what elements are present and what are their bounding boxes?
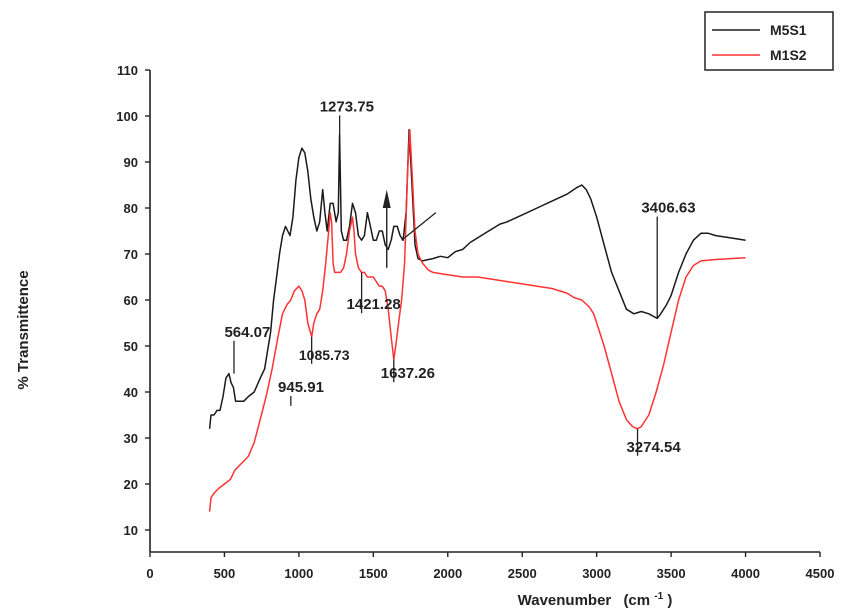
diagonal-pointer: [401, 212, 437, 241]
annotation-label: 1273.75: [320, 98, 374, 115]
x-tick-label: 4500: [806, 566, 835, 581]
annotation-label: 1421.28: [347, 296, 401, 313]
x-tick-label: 2500: [508, 566, 537, 581]
y-tick-label: 10: [124, 523, 138, 538]
legend: M5S1 M1S2: [704, 11, 834, 71]
x-tick-label: 500: [214, 566, 236, 581]
y-tick-label: 110: [117, 63, 138, 78]
y-tick-label: 60: [124, 293, 138, 308]
series-line-m1s2: [208, 129, 746, 512]
x-tick-label: 1500: [359, 566, 388, 581]
y-tick-label: 90: [124, 155, 138, 170]
y-tick-label: 40: [124, 385, 138, 400]
series-line-m5s1: [208, 129, 746, 429]
annotation-label: 1085.73: [299, 347, 350, 363]
annotation-label: 1637.26: [381, 365, 435, 382]
legend-label-m5s1: M5S1: [770, 22, 807, 38]
x-tick-label: 2000: [433, 566, 462, 581]
legend-box: [704, 11, 834, 71]
y-tick-label: 80: [124, 201, 138, 216]
annotation-label: 3406.63: [641, 200, 695, 217]
x-tick-label: 0: [146, 566, 153, 581]
annotation-label: 3274.54: [626, 439, 681, 456]
y-tick-label: 50: [124, 339, 138, 354]
x-axis-title-main: Wavenumber: [518, 592, 612, 609]
x-axis-title-unit: (cm: [623, 592, 650, 609]
x-tick-label: 1000: [284, 566, 313, 581]
y-axis-title: % Transmittence: [15, 270, 32, 389]
x-tick-label: 3000: [582, 566, 611, 581]
y-tick-label: 70: [124, 247, 138, 262]
arrow-head-icon: [382, 189, 391, 208]
legend-label-m1s2: M1S2: [770, 47, 807, 63]
y-tick-label: 20: [124, 477, 138, 492]
x-axis-title-sup: -1: [654, 591, 663, 602]
axes: 0 500 1000 1500 2000 2500 3000 3500 4000 4500 10 20…: [116, 63, 834, 581]
x-axis-title-close: ): [667, 592, 672, 609]
annotations: 1273.75 564.07 945.91 1085.73 1421.28 1637.26…: [224, 98, 696, 456]
x-tick-label: 3500: [657, 566, 686, 581]
series-layer: [208, 129, 746, 512]
y-tick-label: 100: [116, 109, 138, 124]
annotation-label: 945.91: [278, 379, 324, 396]
annotation-label: 564.07: [224, 324, 270, 341]
y-tick-label: 30: [124, 431, 138, 446]
x-tick-label: 4000: [731, 566, 760, 581]
x-axis-title: Wavenumber (cm -1 ): [518, 586, 673, 609]
